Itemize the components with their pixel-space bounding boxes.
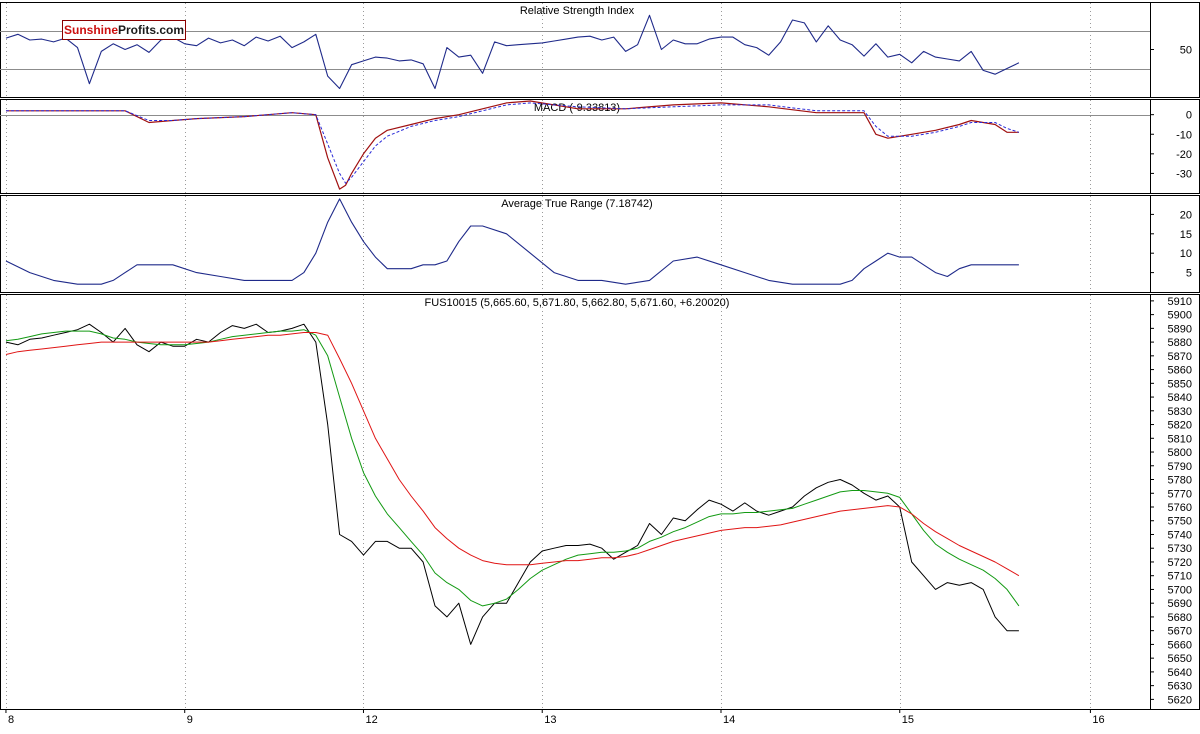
x-tick-label-0: 8 (8, 714, 14, 726)
x-tick-label-6: 16 (1092, 714, 1104, 726)
y-tick-label-3-25: 5660 (1168, 639, 1192, 651)
y-tick-label-3-17: 5740 (1168, 529, 1192, 541)
series-line-3-2 (5, 332, 1020, 577)
y-tick-label-1-2: -20 (1176, 149, 1192, 161)
y-tick-label-3-19: 5720 (1168, 557, 1192, 569)
x-tick-label-2: 12 (365, 714, 377, 726)
panel-title-0: Relative Strength Index (520, 5, 635, 17)
y-tick-label-3-10: 5810 (1168, 433, 1192, 445)
panel-title-3: FUS10015 (5,665.60, 5,671.80, 5,662.80, … (425, 297, 730, 309)
logo-text-sunshine: Sunshine (63, 23, 118, 37)
y-tick-label-1-1: -10 (1176, 129, 1192, 141)
y-tick-label-3-12: 5790 (1168, 461, 1192, 473)
y-tick-label-3-14: 5770 (1168, 488, 1192, 500)
x-tick-label-1: 9 (187, 714, 193, 726)
panel-frame-3 (0, 294, 1200, 710)
y-tick-label-3-21: 5700 (1168, 584, 1192, 596)
x-tick-label-4: 14 (723, 714, 735, 726)
panel-frame-0 (0, 2, 1200, 98)
y-tick-label-3-18: 5730 (1168, 543, 1192, 555)
y-tick-label-0-0: 50 (1180, 45, 1192, 57)
y-tick-label-2-3: 5 (1186, 268, 1192, 280)
panel-frame-2 (0, 195, 1200, 293)
x-tick-label-5: 15 (902, 714, 914, 726)
y-tick-label-3-7: 5840 (1168, 392, 1192, 404)
series-line-1-1 (6, 102, 1020, 184)
y-tick-label-3-5: 5860 (1168, 365, 1192, 377)
y-tick-label-3-27: 5640 (1168, 667, 1192, 679)
y-tick-label-3-3: 5880 (1168, 337, 1192, 349)
y-tick-label-3-15: 5760 (1168, 502, 1192, 514)
y-tick-label-2-1: 15 (1180, 229, 1192, 241)
y-tick-label-3-1: 5900 (1168, 310, 1192, 322)
y-tick-label-3-9: 5820 (1168, 420, 1192, 432)
y-tick-label-1-3: -30 (1176, 168, 1192, 180)
y-tick-label-3-4: 5870 (1168, 351, 1192, 363)
series-line-3-0 (5, 323, 1019, 645)
series-line-2-0 (5, 198, 1019, 285)
y-tick-label-3-16: 5750 (1168, 516, 1192, 528)
y-tick-label-3-20: 5710 (1168, 571, 1192, 583)
series-line-3-1 (5, 329, 1020, 607)
logo-text-profits: Profits.com (118, 23, 185, 37)
y-tick-label-3-26: 5650 (1168, 653, 1192, 665)
y-tick-label-3-23: 5680 (1168, 612, 1192, 624)
y-tick-label-3-6: 5850 (1168, 378, 1192, 390)
y-tick-label-3-2: 5890 (1168, 323, 1192, 335)
y-tick-label-3-11: 5800 (1168, 447, 1192, 459)
y-tick-label-3-0: 5910 (1168, 296, 1192, 308)
y-tick-label-3-29: 5620 (1168, 694, 1192, 706)
y-tick-label-1-0: 0 (1186, 110, 1192, 122)
series-line-1-0 (6, 100, 1019, 190)
y-tick-label-3-28: 5630 (1168, 681, 1192, 693)
panel-title-2: Average True Range (7.18742) (501, 198, 652, 210)
y-tick-label-2-0: 20 (1180, 209, 1192, 221)
y-tick-label-3-8: 5830 (1168, 406, 1192, 418)
y-tick-label-3-13: 5780 (1168, 475, 1192, 487)
x-tick-label-3: 13 (544, 714, 556, 726)
y-tick-label-2-2: 10 (1180, 248, 1192, 260)
sunshine-profits-logo[interactable]: SunshineProfits.com (62, 20, 186, 40)
y-tick-label-3-22: 5690 (1168, 598, 1192, 610)
y-tick-label-3-24: 5670 (1168, 626, 1192, 638)
